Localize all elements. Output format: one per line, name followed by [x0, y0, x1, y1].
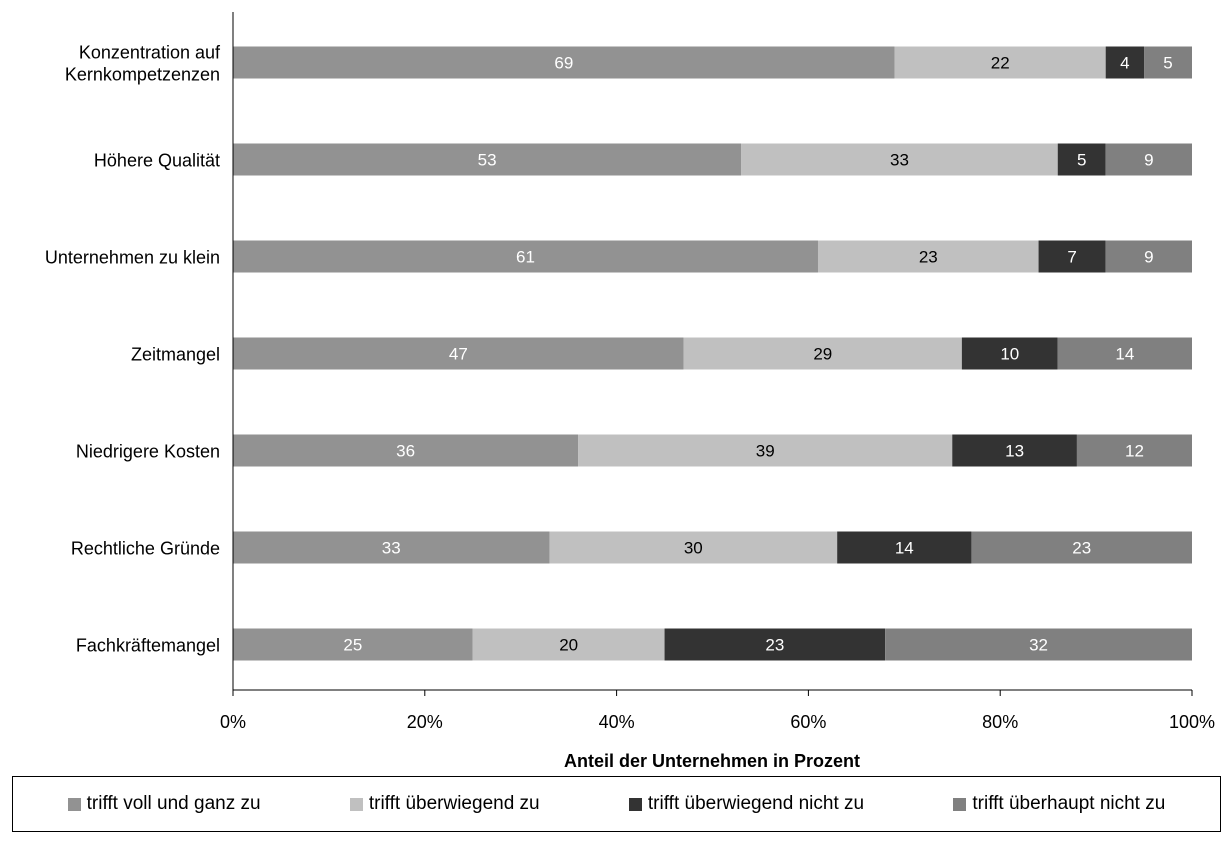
data-label: 30: [684, 539, 703, 558]
bar-segment: [233, 628, 473, 661]
bar-segment: [549, 531, 838, 564]
data-label: 53: [478, 151, 497, 170]
bar-segment: [971, 531, 1192, 564]
legend-label: trifft überhaupt nicht zu: [972, 793, 1166, 814]
bar-segment: [837, 531, 972, 564]
data-label: 13: [1005, 442, 1024, 461]
bar-row: 69 22 4 5: [233, 46, 1192, 79]
data-label: 23: [1072, 539, 1091, 558]
data-label: 36: [396, 442, 415, 461]
data-label: 33: [890, 151, 909, 170]
category-label: Niedrigere Kosten: [76, 442, 220, 462]
bar-segment: [1057, 337, 1192, 370]
data-label: 14: [1115, 345, 1134, 364]
bar-segment: [578, 434, 953, 467]
legend-item: trifft überwiegend zu: [349, 793, 540, 815]
x-tick-label: 100%: [1169, 712, 1215, 732]
bar-segment: [1105, 46, 1145, 79]
data-label: 9: [1144, 151, 1153, 170]
legend-label: trifft überwiegend nicht zu: [647, 793, 865, 814]
bar-segment: [664, 628, 886, 661]
bar-segment: [1105, 240, 1192, 273]
x-tick-label: 40%: [599, 712, 635, 732]
bar-segment: [472, 628, 665, 661]
x-tick-label: 80%: [982, 712, 1018, 732]
bar-row: 33 30 14 23: [233, 531, 1192, 564]
legend-swatch: [67, 797, 81, 811]
bar-segment: [894, 46, 1106, 79]
data-label: 32: [1029, 636, 1048, 655]
bar-row: 47 29 10 14: [233, 337, 1192, 370]
x-tick-label: 0%: [220, 712, 246, 732]
data-label: 12: [1125, 442, 1144, 461]
x-axis-title: Anteil der Unternehmen in Prozent: [564, 751, 860, 770]
data-label: 20: [559, 636, 578, 655]
data-label: 7: [1067, 248, 1076, 267]
legend-label: trifft überwiegend zu: [368, 793, 540, 814]
bar-segment: [1144, 46, 1192, 79]
bar-segment: [233, 240, 818, 273]
legend-swatch: [953, 797, 967, 811]
legend-swatch: [628, 797, 642, 811]
data-label: 14: [895, 539, 914, 558]
legend-item: trifft überhaupt nicht zu: [953, 793, 1165, 815]
bar-row: 25 20 23 32: [233, 628, 1192, 661]
legend-label: trifft voll und ganz zu: [86, 793, 261, 814]
bar-segment: [1076, 434, 1192, 467]
category-labels: Konzentration auf Kernkompetzenzen Höhere …: [45, 43, 221, 656]
data-label: 69: [554, 54, 573, 73]
x-tick-label: 60%: [790, 712, 826, 732]
bar-segment: [817, 240, 1039, 273]
data-label: 29: [813, 345, 832, 364]
data-label: 33: [382, 539, 401, 558]
bar-segment: [1057, 143, 1106, 176]
axes: 0% 20% 40% 60% 80% 100%: [220, 12, 1215, 732]
bar-segment: [1038, 240, 1106, 273]
category-label: Konzentration auf Kernkompetzenzen: [65, 43, 221, 85]
bar-segment: [233, 337, 684, 370]
data-label: 10: [1000, 345, 1019, 364]
data-label: 47: [449, 345, 468, 364]
data-label: 25: [343, 636, 362, 655]
bar-segment: [233, 143, 742, 176]
bar-row: 36 39 13 12: [233, 434, 1192, 467]
data-label: 5: [1077, 151, 1086, 170]
bar-segment: [961, 337, 1058, 370]
stacked-bar-chart: 69 22 4 5 53 33 5 9 61 23 7 9 47 29 10 14 36 39 13 12 33 30 14…: [45, 12, 1215, 770]
data-label: 22: [991, 54, 1010, 73]
bar-row: 53 33 5 9: [233, 143, 1192, 176]
bar-segment: [233, 531, 550, 564]
data-label: 4: [1120, 54, 1129, 73]
data-label: 23: [919, 248, 938, 267]
bar-segment: [233, 434, 579, 467]
bar-segment: [952, 434, 1077, 467]
category-label: Rechtliche Gründe: [71, 539, 220, 559]
category-label: Höhere Qualität: [94, 151, 220, 171]
data-label: 9: [1144, 248, 1153, 267]
x-tick-label: 20%: [407, 712, 443, 732]
data-label: 5: [1163, 54, 1172, 73]
bar-segment: [885, 628, 1192, 661]
legend: trifft voll und ganz zu trifft überwiegen…: [12, 776, 1221, 832]
category-label: Fachkräftemangel: [76, 636, 220, 656]
legend-item: trifft überwiegend nicht zu: [628, 793, 865, 815]
bar-row: 61 23 7 9: [233, 240, 1192, 273]
legend-swatch: [349, 797, 363, 811]
bar-segment: [233, 46, 895, 79]
data-label: 61: [516, 248, 535, 267]
data-label: 23: [765, 636, 784, 655]
legend-item: trifft voll und ganz zu: [67, 793, 261, 815]
data-label: 39: [756, 442, 775, 461]
bars-layer: 69 22 4 5 53 33 5 9 61 23 7 9 47 29 10 14 36 39 13 12 33 30 14…: [233, 46, 1192, 661]
category-label: Zeitmangel: [131, 345, 220, 365]
bar-segment: [741, 143, 1058, 176]
bar-segment: [683, 337, 962, 370]
bar-segment: [1105, 143, 1192, 176]
category-label: Unternehmen zu klein: [45, 248, 220, 268]
